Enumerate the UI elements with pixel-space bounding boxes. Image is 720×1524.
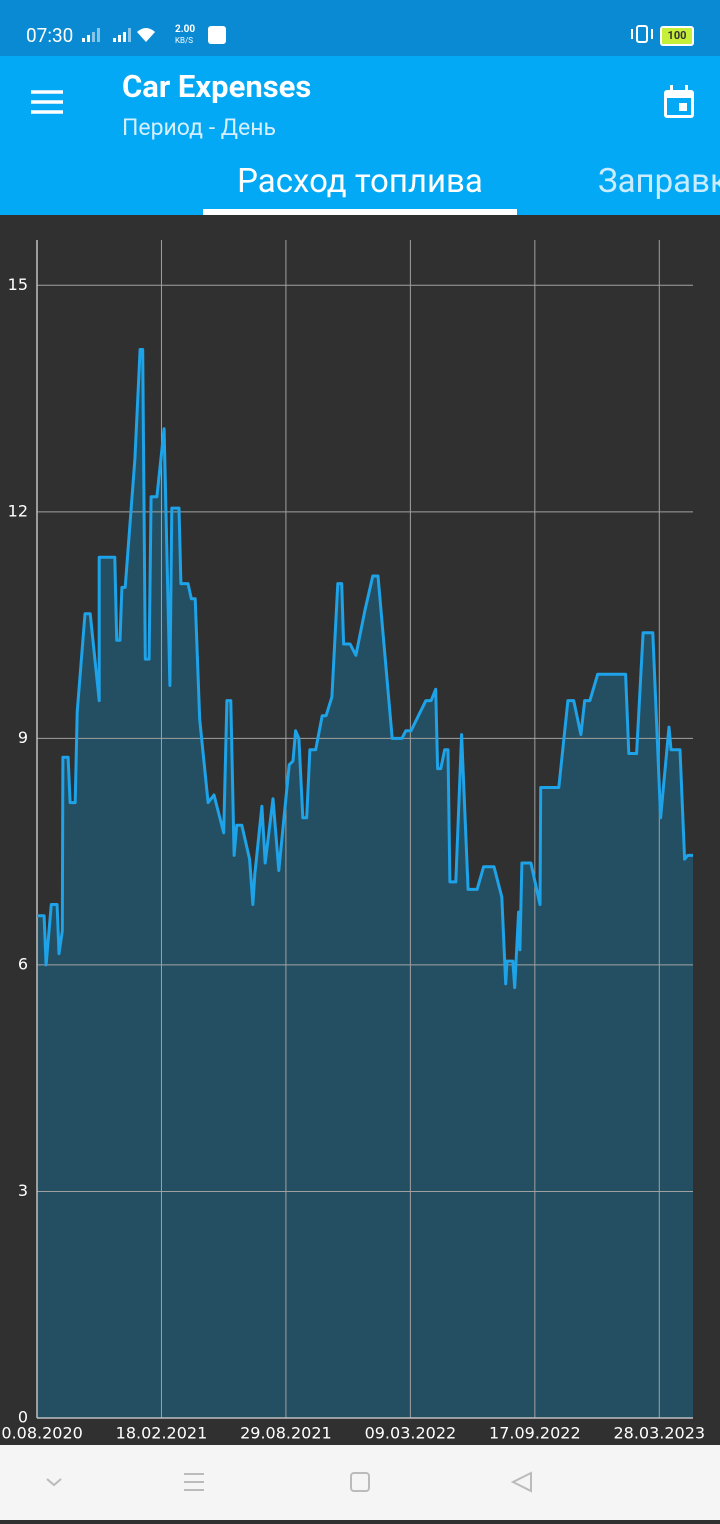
y-tick-label: 0 [18, 1408, 28, 1427]
app-title: Car Expenses [122, 68, 312, 105]
x-tick-label: 09.03.2022 [365, 1424, 457, 1443]
app-notification-icon [208, 26, 226, 44]
y-tick-label: 9 [18, 728, 28, 747]
status-time: 07:30 [26, 24, 74, 47]
battery-level: 100 [667, 29, 687, 42]
signal-icons [82, 28, 155, 42]
tab[interactable]: Заправки [598, 162, 720, 201]
x-tick-label: 29.08.2021 [240, 1424, 332, 1443]
app-bar: Car Expenses Период - День Расход топлив… [0, 56, 720, 215]
battery: 100 [660, 26, 694, 46]
nav-menu[interactable] [184, 1473, 204, 1491]
x-tick-label: 18.02.2021 [116, 1424, 208, 1443]
nav-buttons [46, 1471, 532, 1493]
menu-button[interactable] [30, 88, 64, 116]
net-speed-unit: KB/S [175, 36, 194, 45]
x-tick-label: 28.03.2023 [613, 1424, 705, 1443]
y-tick-label: 12 [8, 501, 28, 520]
y-tick-label: 3 [18, 1181, 28, 1200]
calendar-button[interactable] [662, 84, 696, 120]
fuel-chart: 0 3 6 9 12 15 10.08.2020 18.02.2021 29.08.2021 09… [0, 240, 705, 1443]
area [37, 349, 693, 1418]
status-bar: 07:30 2.00 KB/S 100 [0, 0, 720, 56]
period-subtitle[interactable]: Период - День [122, 114, 276, 141]
tab-indicator [203, 209, 517, 215]
nav-back[interactable] [510, 1471, 532, 1493]
navigation-bar [0, 1445, 720, 1520]
y-tick-label: 15 [8, 275, 28, 294]
nav-hide[interactable] [46, 1478, 62, 1487]
y-tick-label: 6 [18, 954, 28, 973]
net-speed: 2.00 [175, 24, 196, 35]
vibrate-icon [631, 25, 653, 43]
x-tick-label: 10.08.2020 [0, 1424, 83, 1443]
line [37, 348, 693, 990]
nav-home[interactable] [350, 1472, 370, 1492]
x-tick-label: 17.09.2022 [489, 1424, 581, 1443]
tab[interactable]: Расход топлива [237, 162, 483, 201]
